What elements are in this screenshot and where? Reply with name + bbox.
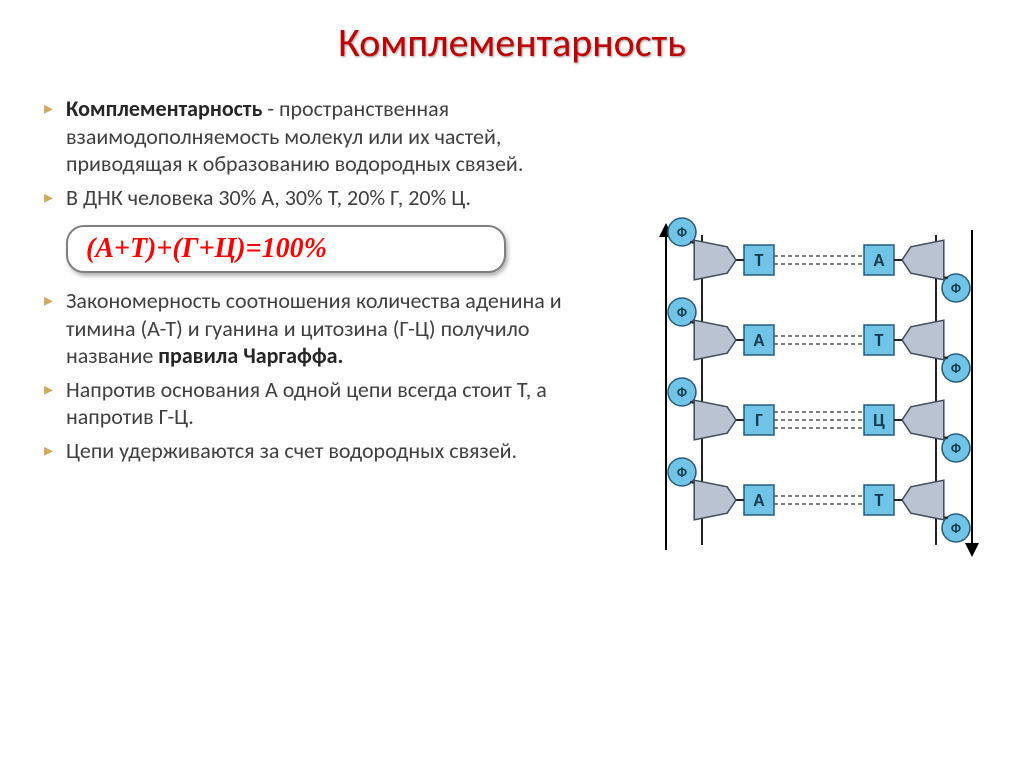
bullet-list-2: Закономерность соотношения количества ад… xyxy=(40,287,610,464)
bullet-1: Комплементарность - пространственная вза… xyxy=(40,95,610,178)
svg-text:Ф: Ф xyxy=(951,440,961,457)
svg-text:Т: Т xyxy=(755,249,764,271)
svg-text:Ц: Ц xyxy=(873,409,885,431)
svg-text:А: А xyxy=(754,329,765,351)
svg-text:А: А xyxy=(754,489,765,511)
svg-text:Ф: Ф xyxy=(951,360,961,377)
slide-title: Комплементарность xyxy=(0,0,1024,67)
svg-text:Т: Т xyxy=(875,489,884,511)
content-area: Комплементарность - пространственная вза… xyxy=(40,95,610,470)
svg-text:Ф: Ф xyxy=(951,520,961,537)
svg-text:Ф: Ф xyxy=(677,304,687,321)
bullet-4: Напротив основания А одной цепи всегда с… xyxy=(40,376,610,431)
dna-diagram: Ф Ф Т А Ф Ф А Т Ф Ф Г Ц Ф Ф А Т xyxy=(644,210,994,570)
formula-box: (А+Т)+(Г+Ц)=100% xyxy=(66,225,506,273)
svg-text:Ф: Ф xyxy=(677,384,687,401)
bullet-3-bold: правила Чаргаффа. xyxy=(158,342,343,369)
bullet-1-term: Комплементарность xyxy=(66,95,267,122)
bullet-5: Цепи удерживаются за счет водородных свя… xyxy=(40,437,610,465)
bullet-list: Комплементарность - пространственная вза… xyxy=(40,95,610,211)
svg-text:Ф: Ф xyxy=(677,224,687,241)
svg-text:Г: Г xyxy=(755,409,763,431)
bullet-2: В ДНК человека 30% А, 30% Т, 20% Г, 20% … xyxy=(40,184,610,212)
svg-text:Ф: Ф xyxy=(951,280,961,297)
svg-text:Т: Т xyxy=(875,329,884,351)
bullet-3: Закономерность соотношения количества ад… xyxy=(40,287,610,370)
svg-text:Ф: Ф xyxy=(677,464,687,481)
svg-text:А: А xyxy=(874,249,885,271)
